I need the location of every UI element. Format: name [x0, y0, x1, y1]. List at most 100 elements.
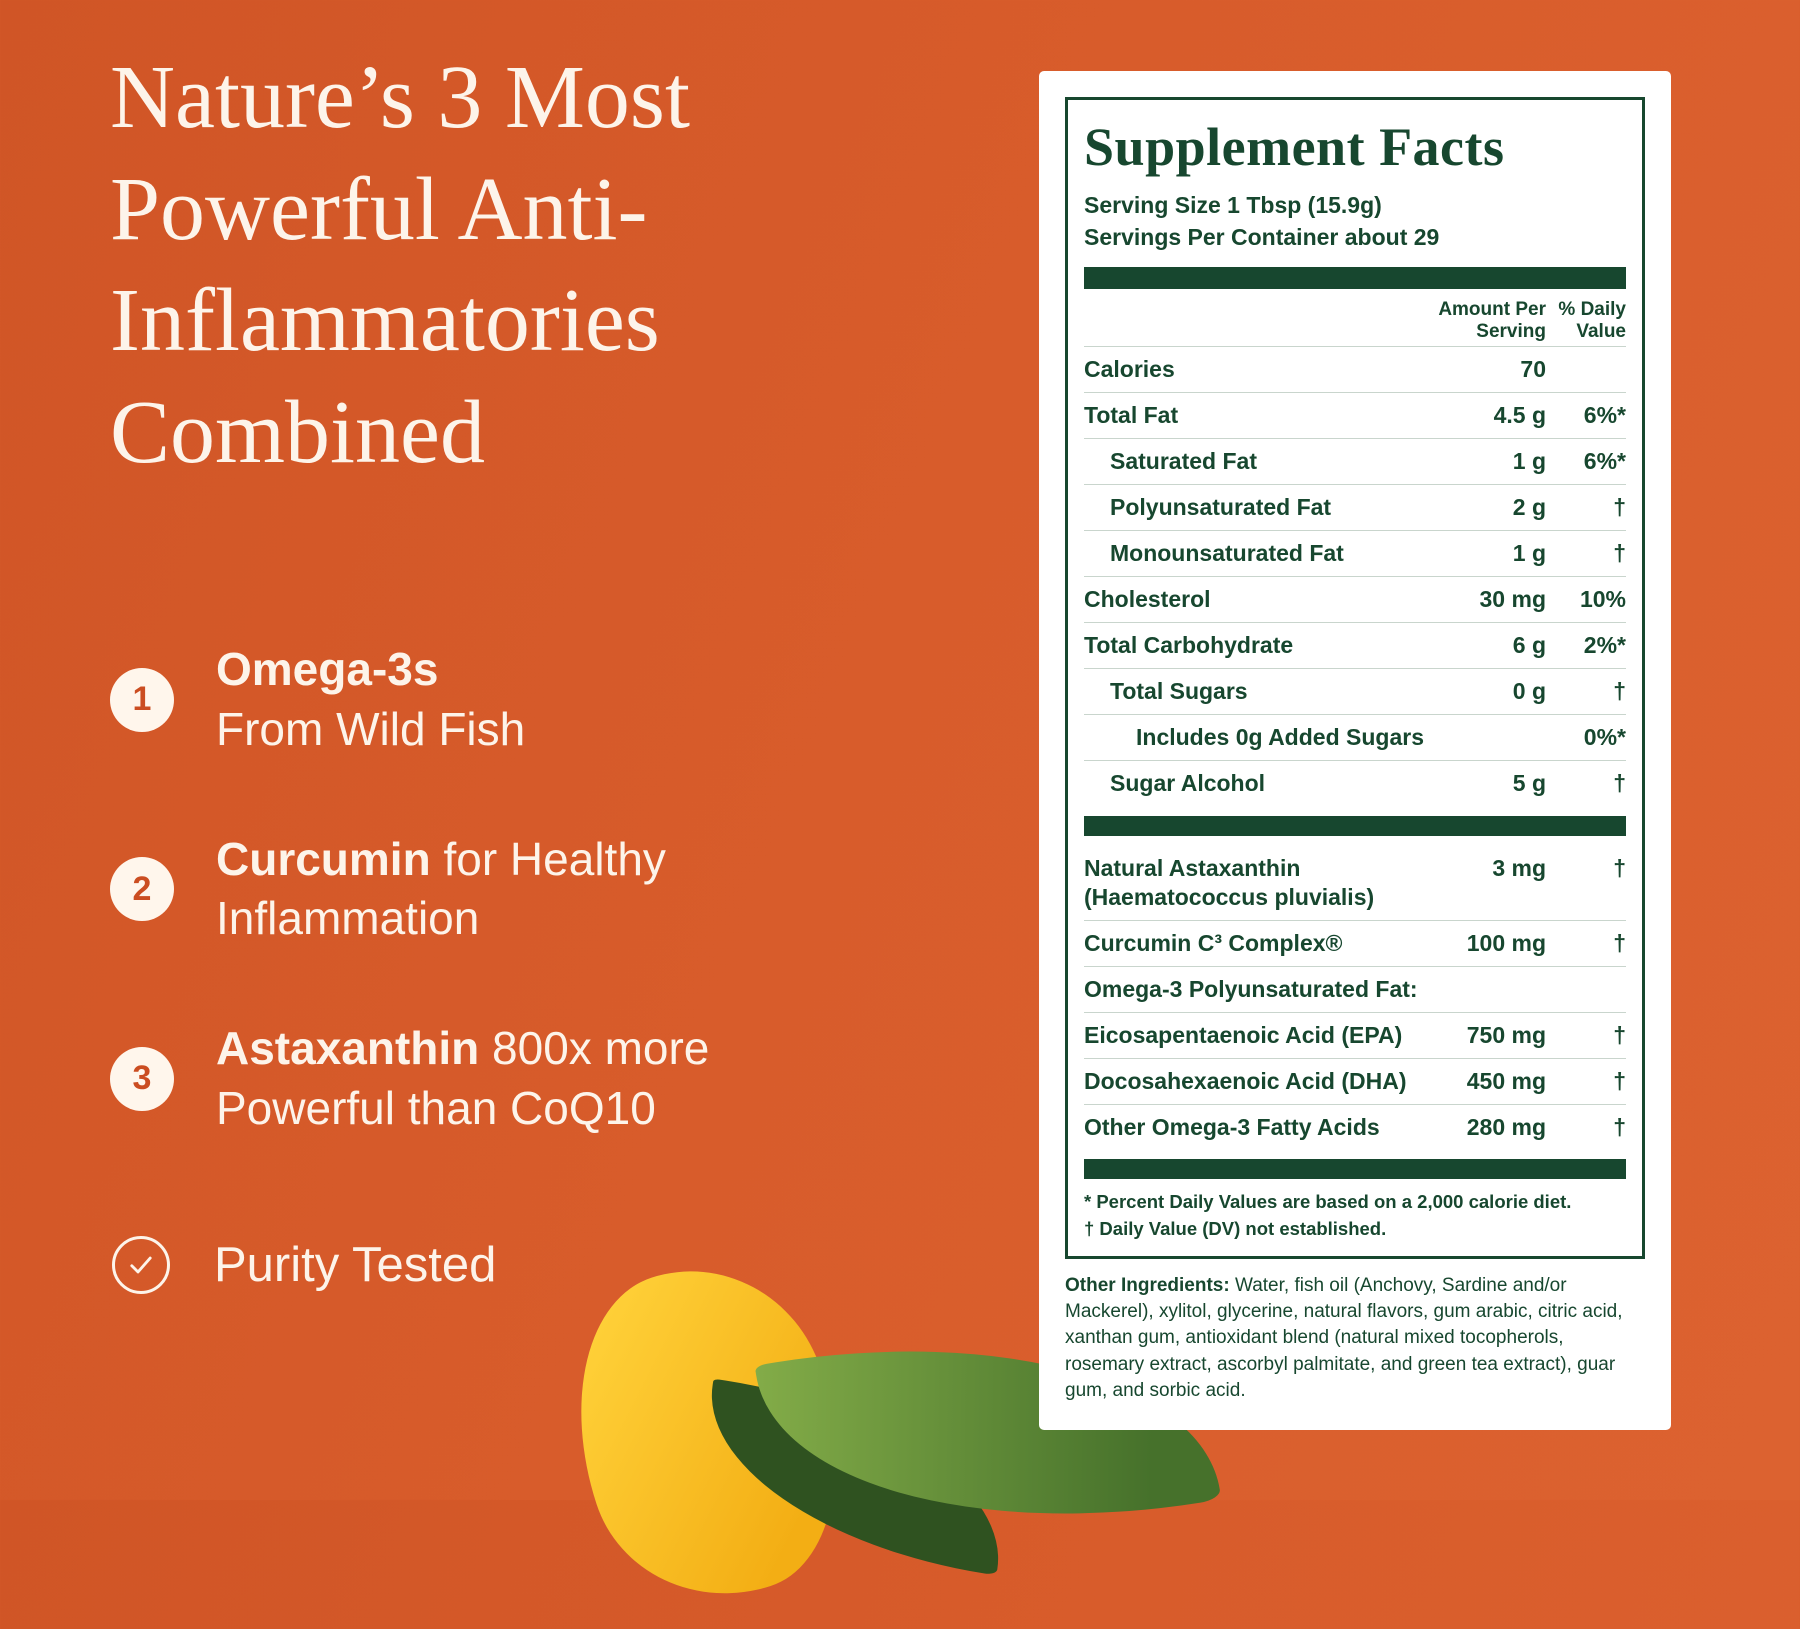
facts-cell: Calories — [1084, 356, 1175, 382]
facts-cell: 1 g — [1512, 447, 1546, 474]
purity-tested-label: Purity Tested — [214, 1238, 497, 1292]
facts-cell: † — [1613, 1067, 1626, 1094]
item-keyword: Astaxanthin — [216, 1022, 480, 1075]
facts-cell: 2 g — [1512, 493, 1546, 520]
facts-rows: Calories 70 Total Fat 4.5 g 6%* Saturated Fat… — [1084, 346, 1626, 1180]
facts-cell: 0%* — [1583, 723, 1626, 750]
supplement-facts-panel: Supplement Facts Serving Size 1 Tbsp (15… — [1065, 97, 1645, 1259]
divider-bar — [1084, 267, 1626, 290]
facts-row: Omega-3 Polyunsaturated Fat: — [1084, 965, 1626, 1012]
facts-cell: 6%* — [1583, 401, 1626, 428]
facts-row: Curcumin C³ Complex® 100 mg † — [1084, 919, 1626, 966]
facts-cell: 1 g — [1512, 539, 1546, 566]
facts-cell: 70 — [1520, 356, 1546, 382]
item-keyword: Omega-3s — [216, 643, 439, 695]
facts-cell: Eicosapentaenoic Acid (EPA) — [1084, 1021, 1403, 1048]
facts-cell: Polyunsaturated Fat — [1110, 493, 1332, 520]
facts-cell: † — [1613, 854, 1626, 881]
facts-row: Includes 0g Added Sugars 0%* — [1084, 713, 1626, 760]
facts-cell: 3 mg — [1492, 854, 1546, 881]
facts-cell: † — [1613, 493, 1626, 520]
serving-size: Serving Size 1 Tbsp (15.9g) — [1084, 192, 1382, 218]
facts-row: Eicosapentaenoic Acid (EPA) 750 mg † — [1084, 1011, 1626, 1058]
facts-cell: 100 mg — [1466, 929, 1546, 956]
facts-cell: Omega-3 Polyunsaturated Fat: — [1084, 975, 1418, 1002]
facts-cell: Sugar Alcohol — [1110, 769, 1266, 796]
facts-row: Sugar Alcohol 5 g † — [1084, 759, 1626, 806]
purity-tested-row: Purity Tested — [112, 1236, 496, 1294]
facts-cell: Total Sugars — [1110, 677, 1248, 704]
item-text-line2: From Wild Fish — [216, 702, 526, 755]
number-badge-3: 3 — [110, 1046, 174, 1111]
facts-row: Natural Astaxanthin (Haematococcus pluvi… — [1084, 846, 1626, 920]
facts-cell: † — [1613, 677, 1626, 704]
facts-row: Total Carbohydrate 6 g 2%* — [1084, 621, 1626, 668]
facts-row: Polyunsaturated Fat 2 g † — [1084, 483, 1626, 530]
list-item-omega3: 1 Omega-3s From Wild Fish — [110, 640, 836, 760]
item-text: for Healthy — [430, 832, 666, 885]
facts-cell: 750 mg — [1466, 1021, 1546, 1048]
facts-cell: Total Fat — [1084, 401, 1179, 428]
facts-cell: † — [1613, 1113, 1626, 1140]
facts-cell: 5 g — [1512, 769, 1546, 796]
facts-cell: 4.5 g — [1493, 401, 1546, 428]
other-ingredients-label: Other Ingredients: — [1065, 1275, 1230, 1296]
facts-cell: † — [1613, 1021, 1626, 1048]
item-text: 800x more — [479, 1022, 710, 1075]
facts-row: Other Omega-3 Fatty Acids 280 mg † — [1084, 1103, 1626, 1150]
check-circle-icon — [112, 1236, 170, 1294]
facts-column-headers: Amount Per Serving % Daily Value — [1084, 299, 1626, 342]
servings-per-container: Servings Per Container about 29 — [1084, 223, 1440, 250]
item-text-line2: Inflammation — [216, 892, 480, 945]
footnote-dv-not-established: † Daily Value (DV) not established. — [1084, 1217, 1387, 1239]
facts-cell: 2%* — [1583, 631, 1626, 658]
facts-cell: 30 mg — [1479, 585, 1546, 612]
divider-bar — [1084, 1159, 1626, 1180]
number-badge-1: 1 — [110, 667, 174, 732]
number-badge-2: 2 — [110, 857, 174, 922]
daily-value-header: % Daily Value — [1558, 299, 1626, 342]
amount-per-serving-header: Amount Per Serving — [1438, 299, 1546, 342]
facts-row: Saturated Fat 1 g 6%* — [1084, 437, 1626, 484]
facts-cell: Monounsaturated Fat — [1110, 539, 1344, 566]
facts-cell: 450 mg — [1466, 1067, 1546, 1094]
page-title: Nature’s 3 Most Powerful Anti- Inflammat… — [110, 48, 690, 482]
facts-cell: 280 mg — [1466, 1113, 1546, 1140]
other-ingredients-text: Water, fish oil (Anchovy, Sardine and/or… — [1065, 1275, 1623, 1401]
list-item-text: Omega-3s From Wild Fish — [216, 640, 836, 760]
benefits-list: 1 Omega-3s From Wild Fish 2 Curcumin for… — [110, 640, 836, 1139]
item-keyword: Curcumin — [216, 832, 431, 885]
facts-cell: † — [1613, 769, 1626, 796]
facts-cell: Cholesterol — [1084, 585, 1211, 612]
facts-row: Calories 70 — [1084, 346, 1626, 392]
facts-cell: Saturated Fat — [1110, 447, 1257, 474]
facts-title: Supplement Facts — [1084, 117, 1505, 177]
other-ingredients: Other Ingredients: Water, fish oil (Anch… — [1065, 1273, 1645, 1404]
facts-cell: 6 g — [1512, 631, 1546, 658]
facts-row: Total Sugars 0 g † — [1084, 667, 1626, 714]
facts-row: Total Fat 4.5 g 6%* — [1084, 391, 1626, 438]
list-item-text: Astaxanthin 800x more Powerful than CoQ1… — [216, 1019, 836, 1139]
list-item-curcumin: 2 Curcumin for Healthy Inflammation — [110, 830, 836, 950]
divider-bar — [1084, 815, 1626, 836]
footnotes: * Percent Daily Values are based on a 2,… — [1084, 1189, 1626, 1242]
footnote-daily-values: * Percent Daily Values are based on a 2,… — [1084, 1191, 1572, 1213]
list-item-astaxanthin: 3 Astaxanthin 800x more Powerful than Co… — [110, 1019, 836, 1139]
list-item-text: Curcumin for Healthy Inflammation — [216, 830, 836, 950]
facts-cell: † — [1613, 929, 1626, 956]
facts-row: Cholesterol 30 mg 10% — [1084, 575, 1626, 622]
facts-cell: Total Carbohydrate — [1084, 631, 1294, 658]
facts-cell: † — [1613, 539, 1626, 566]
item-text-line2: Powerful than CoQ10 — [216, 1081, 656, 1134]
facts-cell: Curcumin C³ Complex® — [1084, 929, 1343, 956]
facts-cell: Other Omega-3 Fatty Acids — [1084, 1113, 1380, 1140]
facts-cell: 0 g — [1512, 677, 1546, 704]
facts-cell: 6%* — [1583, 447, 1626, 474]
facts-cell: 10% — [1579, 585, 1626, 612]
supplement-facts-card: Supplement Facts Serving Size 1 Tbsp (15… — [1039, 71, 1671, 1431]
facts-cell: Natural Astaxanthin (Haematococcus pluvi… — [1084, 854, 1375, 910]
facts-cell: Includes 0g Added Sugars — [1136, 723, 1424, 750]
facts-cell: Docosahexaenoic Acid (DHA) — [1084, 1067, 1407, 1094]
facts-row: Docosahexaenoic Acid (DHA) 450 mg † — [1084, 1057, 1626, 1104]
facts-row: Monounsaturated Fat 1 g † — [1084, 529, 1626, 576]
